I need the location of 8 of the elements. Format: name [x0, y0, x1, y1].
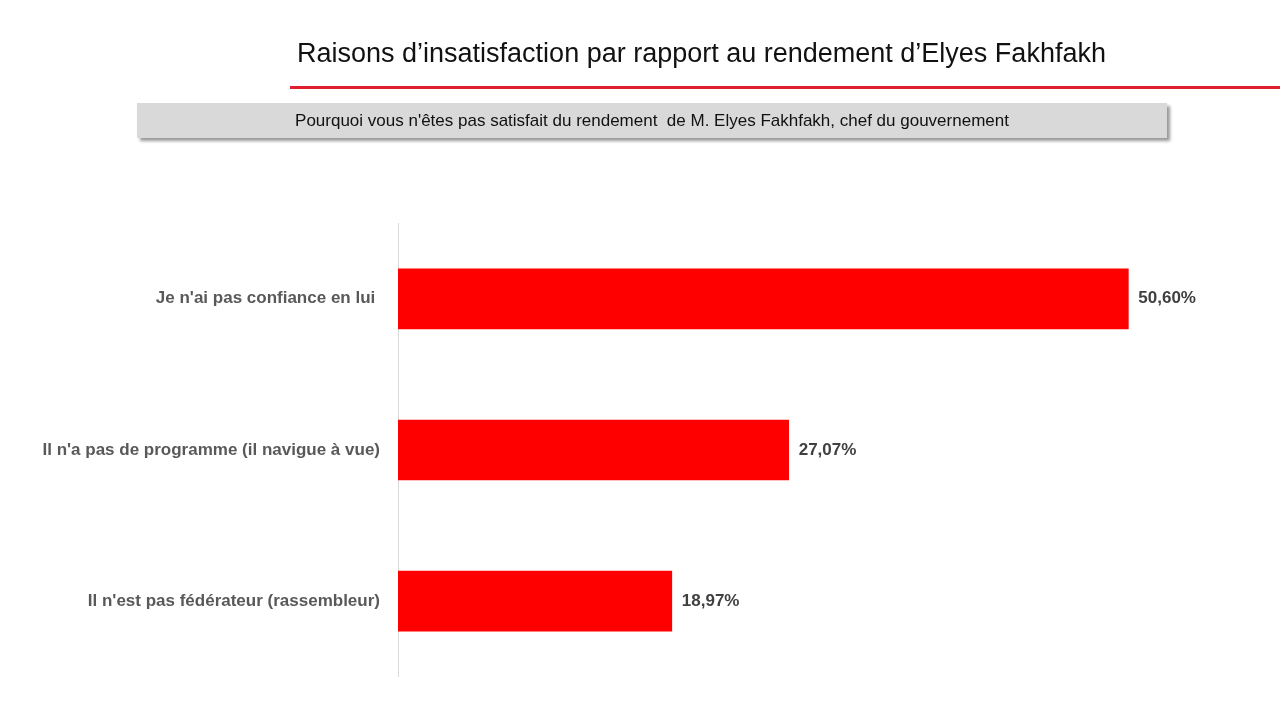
chart-subtitle: Pourquoi vous n'êtes pas satisfait du rendement de M. Elyes Fakhfakh, chef du gouvernement — [137, 103, 1167, 138]
data-label: 27,07% — [798, 439, 857, 459]
y-tick-label: Je n'ai pas confiance en lui — [155, 288, 380, 308]
y-tick-label: Il n'est pas fédérateur (rassembleur) — [87, 590, 380, 610]
data-label: 18,97% — [681, 590, 740, 610]
chart-title: Raisons d’insatisfaction par rapport au rendement d’Elyes Fakhfakh — [297, 38, 1106, 69]
y-tick-label: Il n'a pas de programme (il navigue à vue) — [42, 439, 380, 459]
data-label: 50,60% — [1138, 288, 1196, 308]
